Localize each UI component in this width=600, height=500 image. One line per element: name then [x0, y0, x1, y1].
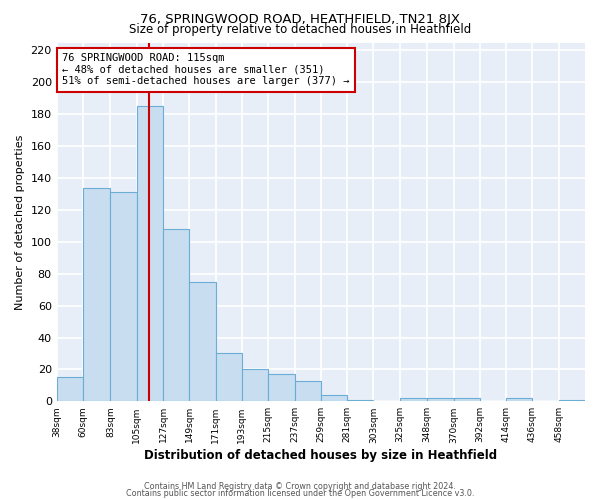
Y-axis label: Number of detached properties: Number of detached properties	[15, 134, 25, 310]
Bar	[215, 354, 242, 402]
Bar	[190, 282, 215, 402]
X-axis label: Distribution of detached houses by size in Heathfield: Distribution of detached houses by size …	[144, 450, 497, 462]
Bar	[83, 188, 110, 402]
Bar	[56, 378, 83, 402]
Text: 76 SPRINGWOOD ROAD: 115sqm
← 48% of detached houses are smaller (351)
51% of sem: 76 SPRINGWOOD ROAD: 115sqm ← 48% of deta…	[62, 54, 349, 86]
Bar	[268, 374, 295, 402]
Text: Size of property relative to detached houses in Heathfield: Size of property relative to detached ho…	[129, 22, 471, 36]
Bar	[427, 398, 454, 402]
Bar	[110, 192, 137, 402]
Bar	[321, 395, 347, 402]
Text: Contains public sector information licensed under the Open Government Licence v3: Contains public sector information licen…	[126, 489, 474, 498]
Bar	[137, 106, 163, 402]
Text: Contains HM Land Registry data © Crown copyright and database right 2024.: Contains HM Land Registry data © Crown c…	[144, 482, 456, 491]
Bar	[242, 370, 268, 402]
Bar	[347, 400, 373, 402]
Bar	[506, 398, 532, 402]
Bar	[295, 380, 321, 402]
Bar	[454, 398, 480, 402]
Bar	[559, 400, 585, 402]
Bar	[163, 229, 190, 402]
Text: 76, SPRINGWOOD ROAD, HEATHFIELD, TN21 8JX: 76, SPRINGWOOD ROAD, HEATHFIELD, TN21 8J…	[140, 12, 460, 26]
Bar	[400, 398, 427, 402]
